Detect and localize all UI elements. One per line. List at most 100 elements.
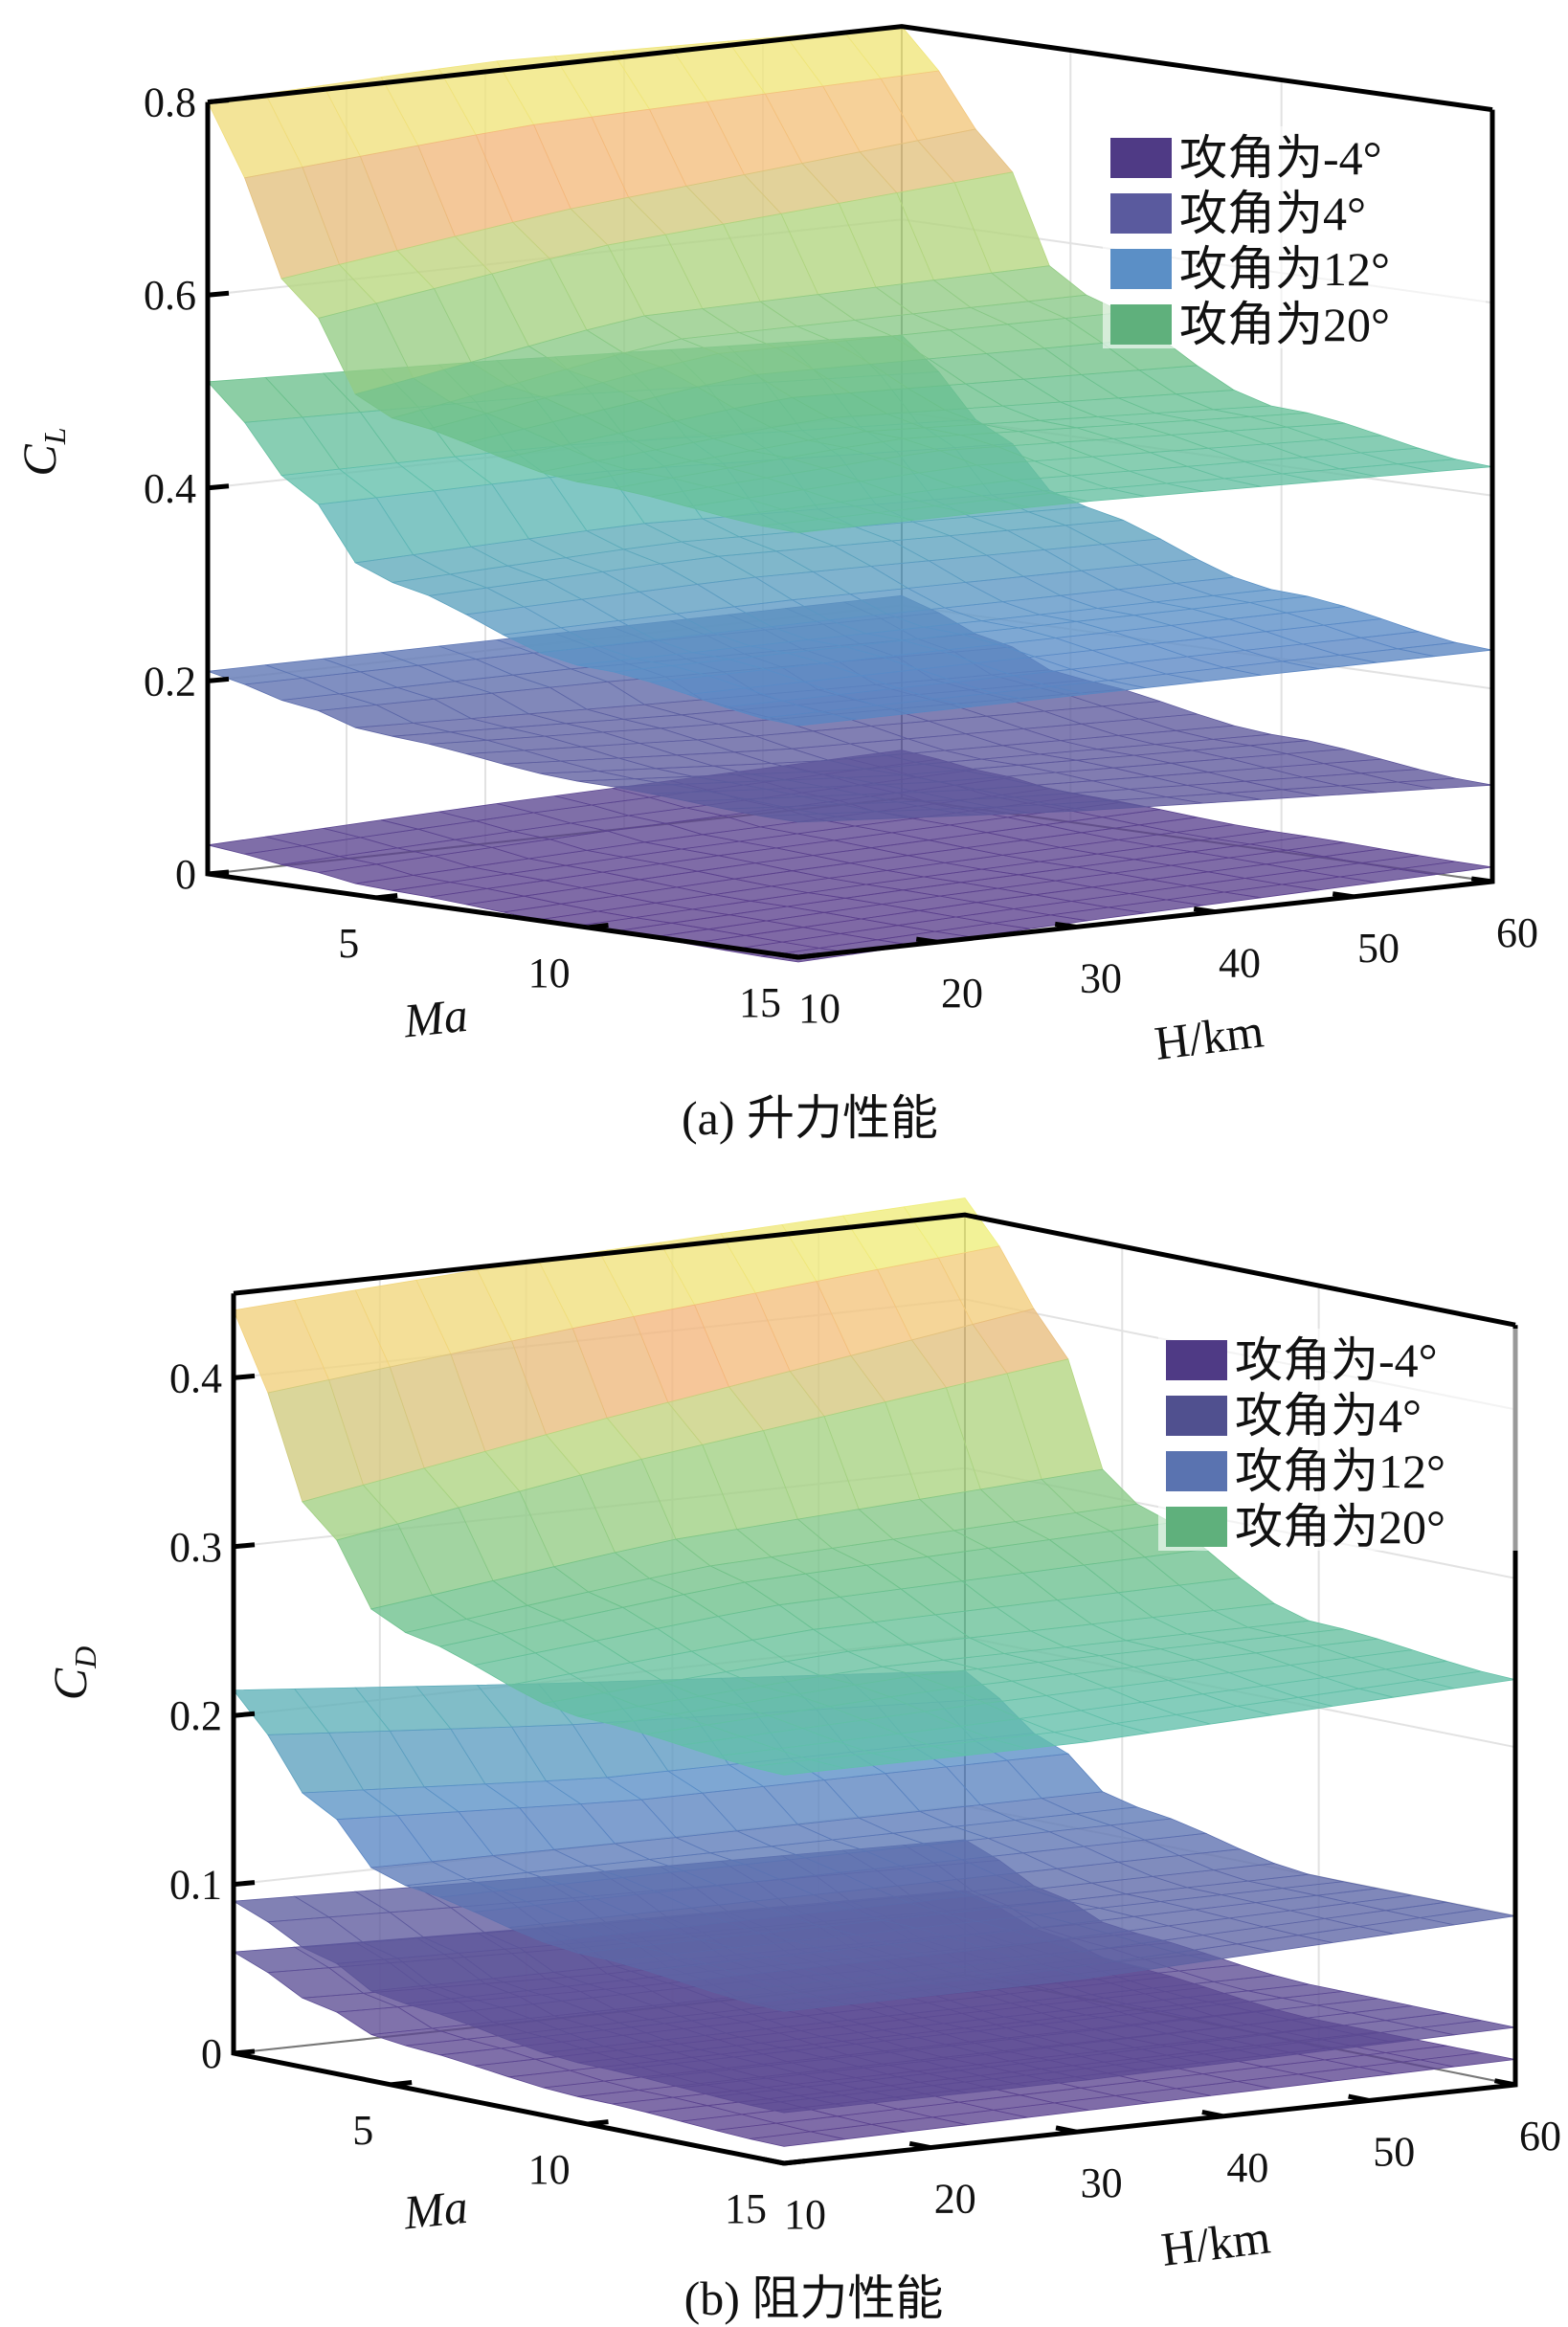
z-axis-label-sub: L — [37, 427, 72, 445]
surface-patch — [750, 2097, 845, 2114]
h-tick-label: 20 — [934, 2176, 976, 2223]
ma-tick-label: 15 — [739, 979, 781, 1026]
z-tick-label: 0 — [175, 851, 196, 898]
h-tick-label: 10 — [784, 2191, 826, 2238]
z-tick-mark — [233, 1711, 256, 1718]
ma-tick-mark — [587, 923, 609, 930]
ticks: 0 0.2 0.4 0.6 0.8 5 10 15 10 20 30 40 50 60 — [144, 79, 1538, 1032]
chart-caption: (b) 阻力性能 — [684, 2271, 944, 2325]
z-tick-label: 0 — [201, 2030, 222, 2077]
legend-swatch — [1166, 1340, 1227, 1380]
ticks: 0 0.1 0.2 0.3 0.4 5 10 15 10 20 30 40 50 60 — [169, 1354, 1561, 2238]
h-tick-mark — [908, 2140, 931, 2151]
h-tick-label: 50 — [1373, 2128, 1415, 2175]
z-tick-mark — [233, 2048, 256, 2056]
z-tick-label: 0.2 — [144, 658, 196, 705]
surface-patch — [761, 519, 857, 533]
h-tick-label: 30 — [1081, 2159, 1123, 2206]
ma-tick-mark — [797, 952, 820, 960]
surface-patch — [750, 1996, 845, 2012]
z-tick-label: 0.3 — [169, 1524, 222, 1571]
legend-swatch — [1110, 193, 1172, 234]
h-tick-label: 60 — [1496, 909, 1538, 956]
drag-chart: 0 0.1 0.2 0.3 0.4 5 10 15 10 20 30 40 50 60 CD Ma H/km (b… — [43, 1197, 1561, 2325]
ma-tick-mark — [391, 2080, 413, 2088]
legend-swatch — [1110, 304, 1172, 345]
ma-tick-mark — [783, 2159, 806, 2166]
legend-label: 攻角为-4° — [1235, 1333, 1438, 1387]
lift-chart: 0 0.2 0.4 0.6 0.8 5 10 15 10 20 30 40 50 60 CL Ma H/km (a… — [12, 24, 1538, 1145]
top-frame — [233, 1212, 1516, 1328]
top-frame — [207, 24, 1493, 113]
h-tick-mark — [776, 951, 799, 960]
z-axis-label-base: C — [12, 444, 66, 477]
surface-patch — [761, 813, 857, 823]
legend-label: 攻角为20° — [1179, 298, 1390, 351]
z-tick-label: 0.8 — [144, 79, 196, 126]
legend-swatch — [1166, 1507, 1227, 1547]
h-tick-mark — [1470, 876, 1493, 884]
h-tick-label: 10 — [798, 985, 840, 1032]
h-tick-mark — [915, 936, 938, 945]
h-tick-mark — [762, 2157, 785, 2166]
legend-swatch — [1110, 249, 1172, 289]
h-axis-label: H/km — [1152, 1003, 1266, 1069]
h-axis-label: H/km — [1158, 2209, 1273, 2275]
legend-label: 攻角为12° — [1179, 242, 1390, 296]
ma-tick-label: 5 — [338, 920, 359, 967]
chart-caption: (a) 升力性能 — [682, 1091, 938, 1145]
legend: 攻角为-4°攻角为4°攻角为12°攻角为20° — [1103, 126, 1486, 351]
h-tick-label: 60 — [1519, 2113, 1561, 2159]
h-tick-mark — [1054, 921, 1077, 929]
legend-label: 攻角为-4° — [1179, 131, 1382, 185]
z-tick-label: 0.4 — [144, 465, 196, 512]
surface-patch — [761, 711, 857, 727]
legend-label: 攻角为4° — [1179, 187, 1366, 240]
z-tick-mark — [233, 1373, 256, 1380]
h-tick-mark — [1332, 891, 1355, 900]
h-tick-label: 30 — [1080, 954, 1122, 1001]
ma-axis-label: Ma — [400, 988, 470, 1048]
z-tick-label: 0.4 — [169, 1354, 222, 1401]
ma-tick-label: 15 — [725, 2185, 767, 2232]
legend: 攻角为-4°攻角为4°攻角为12°攻角为20° — [1158, 1329, 1541, 1554]
legend-label: 攻角为4° — [1235, 1389, 1422, 1443]
h-tick-label: 40 — [1219, 940, 1261, 987]
ma-tick-mark — [587, 2119, 609, 2127]
z-tick-mark — [233, 1542, 256, 1550]
legend-label: 攻角为20° — [1235, 1500, 1445, 1554]
z-axis-label-sub: D — [68, 1646, 102, 1669]
ma-tick-mark — [376, 892, 398, 901]
ma-tick-label: 5 — [352, 2107, 373, 2154]
z-tick-label: 0.2 — [169, 1692, 222, 1739]
h-tick-label: 20 — [941, 970, 983, 1017]
z-axis-label-base: C — [43, 1667, 97, 1700]
h-tick-label: 50 — [1357, 925, 1400, 972]
surface-series-3 — [207, 26, 1493, 533]
surface-series-3 — [233, 1197, 1516, 1776]
legend-label: 攻角为12° — [1235, 1444, 1445, 1498]
z-tick-mark — [233, 1880, 256, 1888]
legend-swatch — [1166, 1396, 1227, 1436]
h-tick-mark — [1348, 2093, 1370, 2103]
z-tick-mark — [207, 869, 230, 877]
h-tick-mark — [1193, 906, 1216, 915]
ma-tick-label: 10 — [528, 950, 571, 996]
z-tick-label: 0.6 — [144, 272, 196, 319]
h-tick-label: 40 — [1226, 2144, 1268, 2191]
z-tick-mark — [207, 98, 230, 105]
z-axis-label: CL — [12, 427, 72, 476]
z-tick-mark — [207, 676, 230, 683]
legend-swatch — [1166, 1451, 1227, 1491]
h-tick-mark — [1201, 2110, 1223, 2119]
z-tick-label: 0.1 — [169, 1862, 222, 1909]
h-tick-mark — [1493, 2078, 1516, 2088]
ma-tick-label: 10 — [528, 2146, 571, 2193]
ma-axis-label: Ma — [400, 2180, 470, 2240]
surface-patch — [750, 1759, 845, 1776]
h-tick-mark — [1055, 2125, 1078, 2135]
z-axis-label: CD — [43, 1646, 102, 1700]
legend-swatch — [1110, 138, 1172, 178]
z-tick-mark — [207, 290, 230, 298]
